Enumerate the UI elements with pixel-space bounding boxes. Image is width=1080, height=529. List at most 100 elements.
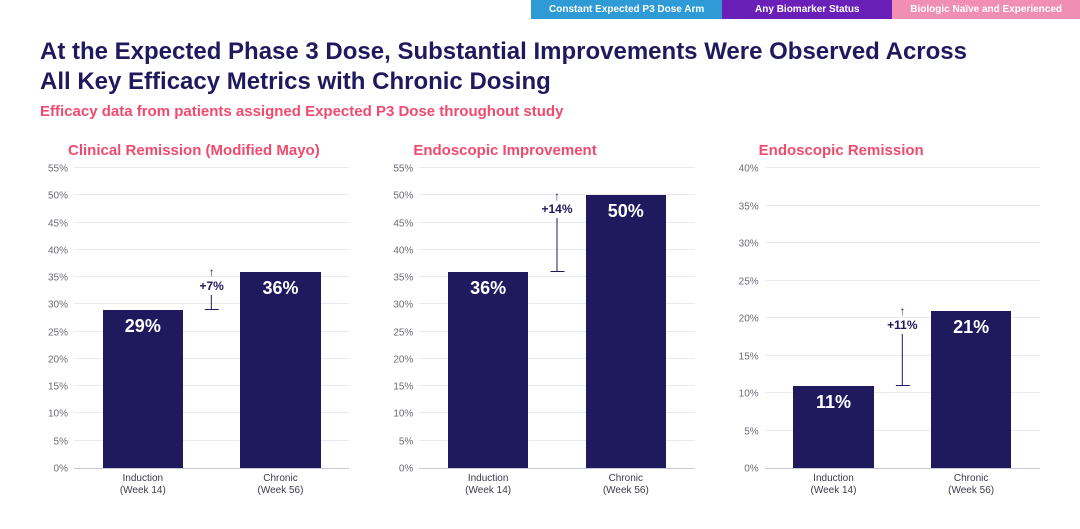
plot-area: 11% 21% ↑ +11% [765, 169, 1040, 469]
bar-value-label: 36% [262, 278, 298, 299]
x-label: Induction(Week 14) [96, 473, 190, 497]
y-tick: 40% [48, 245, 68, 256]
y-tick: 20% [48, 354, 68, 365]
bar: 50% [586, 195, 667, 468]
bar-wrap: 21% [924, 169, 1018, 468]
delta-indicator: ↑ +7% [199, 269, 223, 309]
page-subtitle: Efficacy data from patients assigned Exp… [40, 103, 1040, 120]
delta-base [895, 385, 909, 386]
plot: 0%5%10%15%20%25%30%35%40%45%50%55%29%36%… [40, 169, 349, 469]
chart-2: Endoscopic Remission 0% 5% 10% 15% 20% 25% 30% 3… [731, 142, 1040, 497]
y-tick: 10% [48, 409, 68, 420]
y-tick: 5% [399, 436, 413, 447]
y-tick: 15% [48, 382, 68, 393]
plot-area: 29% 36% ↑ +7% [74, 169, 349, 469]
y-tick: 40% [739, 164, 759, 175]
page-title: At the Expected Phase 3 Dose, Substantia… [40, 37, 1000, 97]
bar-wrap: 50% [579, 169, 673, 468]
y-tick: 45% [48, 218, 68, 229]
bar: 36% [240, 272, 321, 468]
y-axis: 0%5%10%15%20%25%30%35%40%45%50%55% [385, 169, 419, 469]
y-tick: 25% [393, 327, 413, 338]
delta-label: +14% [541, 202, 572, 216]
bars: 29% 36% [74, 169, 349, 468]
y-tick: 5% [54, 436, 68, 447]
delta-indicator: ↑ +14% [541, 193, 572, 272]
plot: 0%5%10%15%20%25%30%35%40%11%21%↑+11% [731, 169, 1040, 469]
y-tick: 45% [393, 218, 413, 229]
delta-base [550, 271, 564, 272]
y-tick: 55% [393, 164, 413, 175]
y-tick: 0% [54, 464, 68, 475]
x-label: Chronic(Week 56) [234, 473, 328, 497]
bar: 29% [103, 310, 184, 468]
x-label: Induction(Week 14) [441, 473, 535, 497]
delta-base [205, 309, 219, 310]
y-tick: 30% [739, 239, 759, 250]
bar: 36% [448, 272, 529, 468]
delta-indicator: ↑ +11% [887, 308, 917, 385]
bar-value-label: 50% [608, 201, 644, 222]
bar-wrap: 11% [787, 169, 881, 468]
tab-strip: Constant Expected P3 Dose Arm Any Biomar… [0, 0, 1080, 19]
x-label: Chronic(Week 56) [924, 473, 1018, 497]
x-axis-labels: Induction(Week 14) Chronic(Week 56) [731, 473, 1040, 497]
x-axis-labels: Induction(Week 14) Chronic(Week 56) [40, 473, 349, 497]
y-tick: 50% [393, 191, 413, 202]
bar-value-label: 29% [125, 316, 161, 337]
chart-title: Endoscopic Remission [731, 142, 1040, 159]
y-tick: 5% [744, 426, 758, 437]
gridline [765, 167, 1040, 168]
bar-value-label: 21% [953, 317, 989, 338]
bar-value-label: 36% [470, 278, 506, 299]
bar-wrap: 36% [234, 169, 328, 468]
y-tick: 25% [739, 276, 759, 287]
bar: 11% [793, 386, 874, 469]
y-tick: 20% [739, 314, 759, 325]
y-axis: 0%5%10%15%20%25%30%35%40%45%50%55% [40, 169, 74, 469]
arrow-up-icon: ↑ [209, 269, 215, 276]
plot: 0%5%10%15%20%25%30%35%40%45%50%55%36%50%… [385, 169, 694, 469]
delta-stem [556, 218, 557, 270]
x-axis-labels: Induction(Week 14) Chronic(Week 56) [385, 473, 694, 497]
bar-wrap: 29% [96, 169, 190, 468]
chart-1: Endoscopic Improvement 0% 5% 10% 15% 20% 25% 30… [385, 142, 694, 497]
y-tick: 0% [399, 464, 413, 475]
gridline [74, 167, 349, 168]
y-axis: 0%5%10%15%20%25%30%35%40% [731, 169, 765, 469]
bar-wrap: 36% [441, 169, 535, 468]
y-tick: 10% [393, 409, 413, 420]
delta-stem [211, 295, 212, 309]
delta-stem [902, 334, 903, 385]
plot-area: 36% 50% ↑ +14% [419, 169, 694, 469]
y-tick: 0% [744, 464, 758, 475]
y-tick: 10% [739, 389, 759, 400]
arrow-up-icon: ↑ [899, 308, 905, 315]
y-tick: 15% [393, 382, 413, 393]
charts-container: Clinical Remission (Modified Mayo) 0% 5% 10… [0, 128, 1080, 497]
chart-0: Clinical Remission (Modified Mayo) 0% 5% 10… [40, 142, 349, 497]
y-tick: 35% [48, 273, 68, 284]
gridline [419, 167, 694, 168]
y-tick: 30% [48, 300, 68, 311]
y-tick: 20% [393, 354, 413, 365]
y-tick: 30% [393, 300, 413, 311]
x-label: Chronic(Week 56) [579, 473, 673, 497]
arrow-up-icon: ↑ [554, 193, 560, 200]
delta-label: +7% [199, 279, 223, 293]
delta-label: +11% [887, 318, 917, 332]
tab-dose-arm: Constant Expected P3 Dose Arm [531, 0, 722, 19]
y-tick: 25% [48, 327, 68, 338]
y-tick: 50% [48, 191, 68, 202]
x-label: Induction(Week 14) [787, 473, 881, 497]
bar-value-label: 11% [816, 392, 851, 413]
bar: 21% [931, 311, 1012, 469]
y-tick: 15% [739, 351, 759, 362]
tab-biomarker: Any Biomarker Status [722, 0, 892, 19]
chart-title: Endoscopic Improvement [385, 142, 694, 159]
y-tick: 40% [393, 245, 413, 256]
y-tick: 55% [48, 164, 68, 175]
chart-title: Clinical Remission (Modified Mayo) [40, 142, 349, 159]
tab-biologic: Biologic Naïve and Experienced [892, 0, 1080, 19]
y-tick: 35% [739, 201, 759, 212]
